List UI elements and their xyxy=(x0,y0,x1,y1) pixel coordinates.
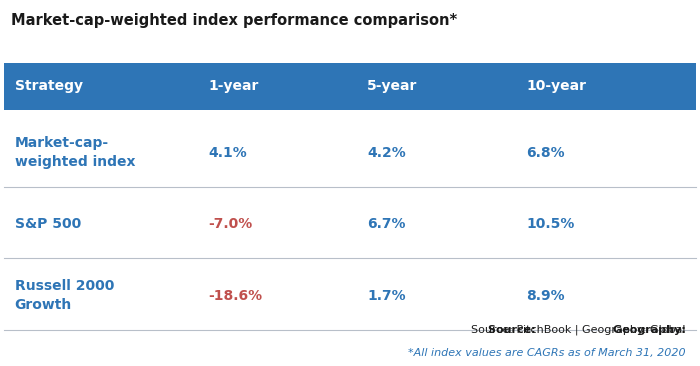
Text: Strategy: Strategy xyxy=(15,79,83,93)
Text: 6.8%: 6.8% xyxy=(526,146,565,160)
Text: Source: PitchBook | Geography: Global: Source: PitchBook | Geography: Global xyxy=(471,325,685,335)
Text: 1.7%: 1.7% xyxy=(368,289,406,303)
Text: -7.0%: -7.0% xyxy=(208,217,253,231)
Text: Market-cap-
weighted index: Market-cap- weighted index xyxy=(15,136,135,169)
Text: Russell 2000
Growth: Russell 2000 Growth xyxy=(15,279,114,313)
Text: 4.2%: 4.2% xyxy=(368,146,406,160)
Text: Market-cap-weighted index performance comparison*: Market-cap-weighted index performance co… xyxy=(11,13,457,28)
Bar xyxy=(4,63,696,110)
Text: 4.1%: 4.1% xyxy=(208,146,247,160)
Text: 8.9%: 8.9% xyxy=(526,289,565,303)
Text: -18.6%: -18.6% xyxy=(208,289,262,303)
Text: *All index values are CAGRs as of March 31, 2020: *All index values are CAGRs as of March … xyxy=(408,348,685,358)
Text: 10.5%: 10.5% xyxy=(526,217,575,231)
Text: 10-year: 10-year xyxy=(526,79,587,93)
Text: 1-year: 1-year xyxy=(208,79,258,93)
Text: 5-year: 5-year xyxy=(368,79,418,93)
Text: Source:                    Geography:: Source: Geography: xyxy=(488,325,685,335)
Text: S&P 500: S&P 500 xyxy=(15,217,80,231)
Text: 6.7%: 6.7% xyxy=(368,217,406,231)
